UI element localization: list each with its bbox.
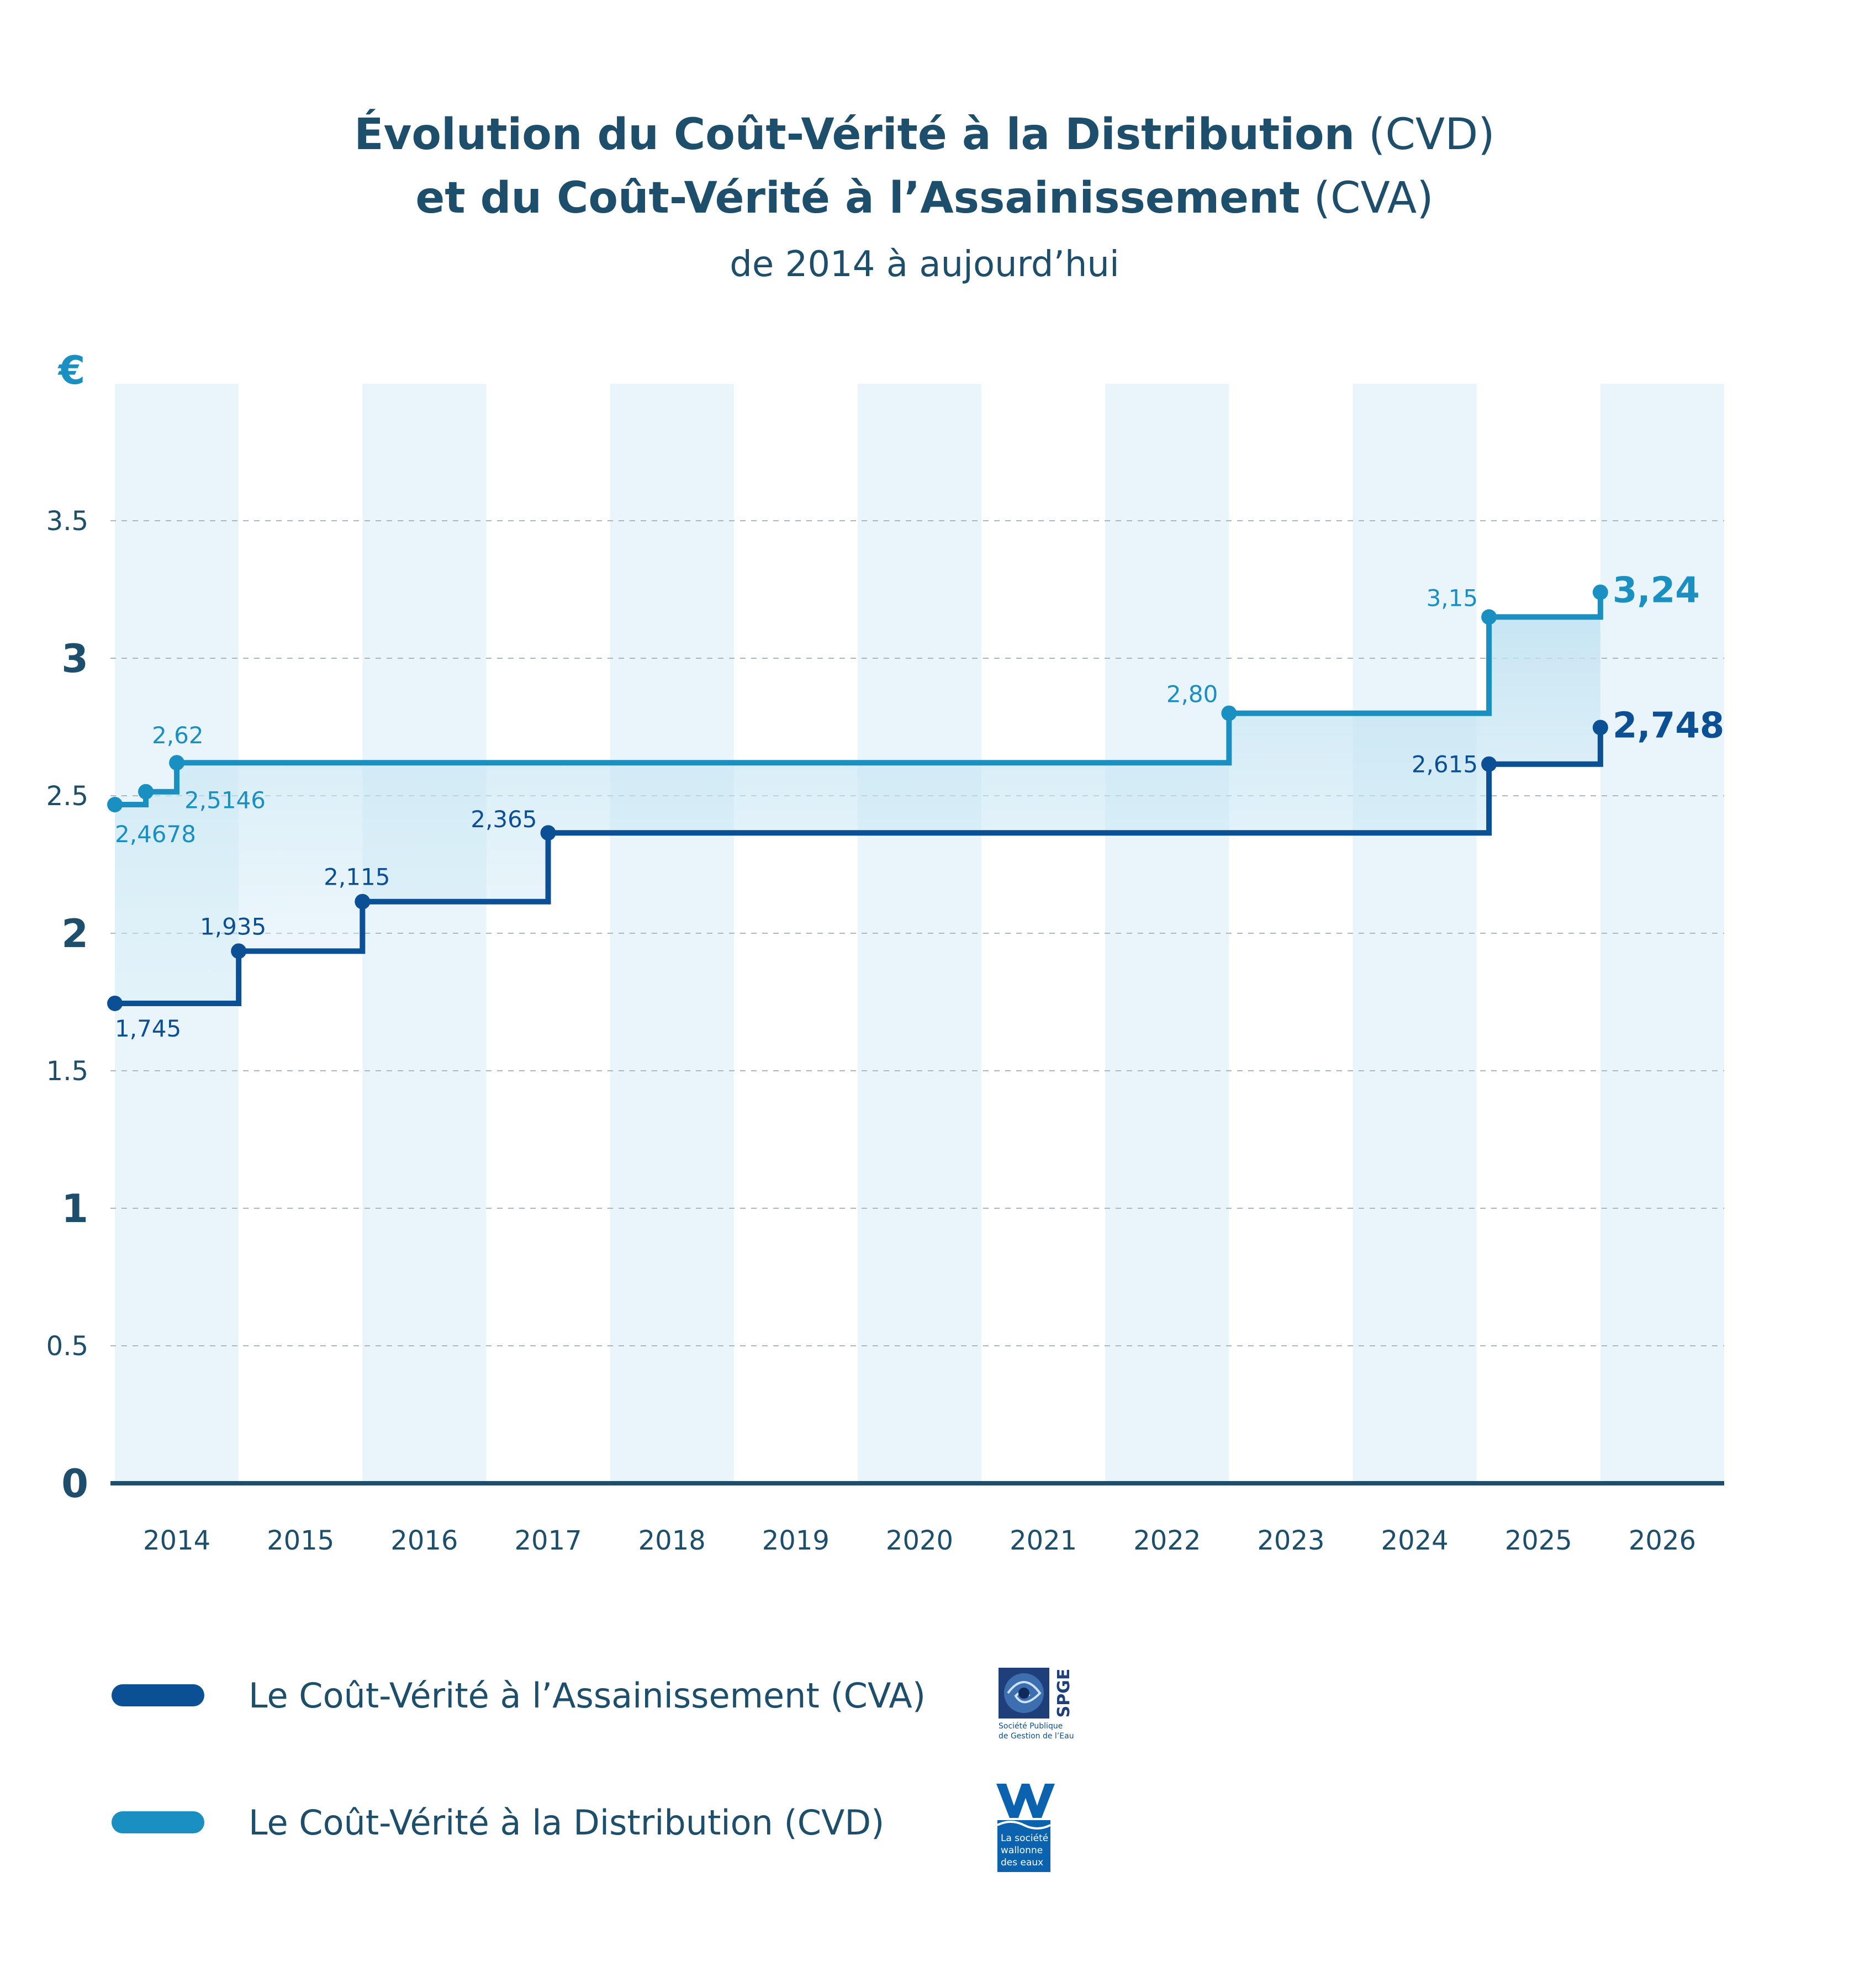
point-cvd-0 (107, 797, 123, 813)
point-cva-1 (231, 943, 247, 959)
y-tick-2.5: 2.5 (46, 781, 88, 812)
y-tick-0: 0 (61, 1461, 88, 1506)
y-tick-1: 1 (61, 1186, 88, 1231)
x-tick-2024: 2024 (1381, 1525, 1449, 1556)
data-label-cva-0: 1,745 (115, 1015, 181, 1042)
x-axis-ticks: 2014 2015 2016 2017 2018 2019 2020 2021 2022 2023… (143, 1525, 1696, 1556)
point-cva-5 (1592, 720, 1608, 736)
point-cvd-3 (1221, 705, 1237, 721)
point-cvd-5 (1592, 584, 1608, 600)
x-tick-2018: 2018 (638, 1525, 706, 1556)
legend: Le Coût-Vérité à l’Assainissement (CVA) … (112, 1668, 1074, 1872)
x-tick-2023: 2023 (1257, 1525, 1324, 1556)
point-cvd-4 (1481, 609, 1497, 625)
chart-title-line2: et du Coût-Vérité à l’Assainissement (CV… (415, 173, 1433, 223)
y-axis-currency-label: € (57, 348, 86, 393)
x-tick-2025: 2025 (1505, 1525, 1572, 1556)
x-tick-2020: 2020 (886, 1525, 953, 1556)
y-axis-ticks: 0 0.5 1 1.5 2 2.5 3 3.5 (46, 506, 88, 1506)
x-tick-2014: 2014 (143, 1525, 210, 1556)
point-cva-4 (1481, 756, 1497, 772)
svg-text:des eaux: des eaux (1001, 1857, 1043, 1868)
spge-logo: SPGE Société Publique de Gestion de l’Ea… (999, 1668, 1074, 1741)
y-tick-3: 3 (61, 636, 88, 681)
data-label-cva-5: 2,748 (1613, 705, 1724, 746)
chart-title: Évolution du Coût-Vérité à la Distributi… (354, 109, 1494, 160)
svg-text:La société: La société (1001, 1833, 1048, 1844)
data-label-cvd-1: 2,5146 (184, 787, 266, 814)
y-tick-1.5: 1.5 (46, 1056, 88, 1087)
point-cvd-2 (169, 755, 185, 771)
series-line-cva (115, 727, 1603, 1006)
x-tick-2022: 2022 (1133, 1525, 1201, 1556)
data-label-cvd-2: 2,62 (152, 722, 204, 749)
x-tick-2026: 2026 (1629, 1525, 1696, 1556)
svg-text:Société Publique: Société Publique (999, 1722, 1063, 1731)
point-cva-0 (107, 995, 123, 1011)
x-tick-2015: 2015 (267, 1525, 334, 1556)
data-label-cvd-5: 3,24 (1613, 570, 1700, 611)
y-tick-2: 2 (61, 911, 88, 956)
data-label-cva-1: 1,935 (200, 913, 266, 940)
x-tick-2016: 2016 (390, 1525, 458, 1556)
svg-text:de Gestion de l’Eau: de Gestion de l’Eau (999, 1732, 1074, 1741)
svg-text:wallonne: wallonne (1001, 1845, 1043, 1856)
y-tick-3.5: 3.5 (46, 506, 88, 537)
svg-text:SPGE: SPGE (1054, 1669, 1074, 1718)
data-label-cvd-0: 2,4678 (115, 821, 196, 848)
point-cva-2 (355, 893, 371, 910)
data-label-cvd-3: 2,80 (1166, 681, 1218, 708)
point-cva-3 (540, 825, 556, 841)
data-label-cva-2: 2,115 (324, 864, 390, 891)
data-label-cva-3: 2,365 (471, 806, 537, 833)
swde-logo: La société wallonne des eaux (996, 1784, 1055, 1872)
data-labels: 1,745 1,935 2,115 2,365 2,615 2,748 2,4678 2,51… (115, 570, 1724, 1042)
data-label-cva-4: 2,615 (1412, 751, 1478, 778)
point-cvd-1 (138, 784, 154, 800)
legend-label-cva: Le Coût-Vérité à l’Assainissement (CVA) (249, 1675, 926, 1716)
year-band-2018 (610, 384, 734, 1483)
x-tick-2019: 2019 (762, 1525, 830, 1556)
series-lines (107, 584, 1608, 1011)
chart-subtitle: de 2014 à aujourd’hui (730, 244, 1119, 285)
legend-label-cvd: Le Coût-Vérité à la Distribution (CVD) (249, 1802, 884, 1843)
x-tick-2021: 2021 (1010, 1525, 1077, 1556)
data-label-cvd-4: 3,15 (1427, 584, 1478, 611)
x-tick-2017: 2017 (514, 1525, 582, 1556)
y-tick-0.5: 0.5 (46, 1331, 88, 1362)
year-band-2022 (1105, 384, 1229, 1483)
